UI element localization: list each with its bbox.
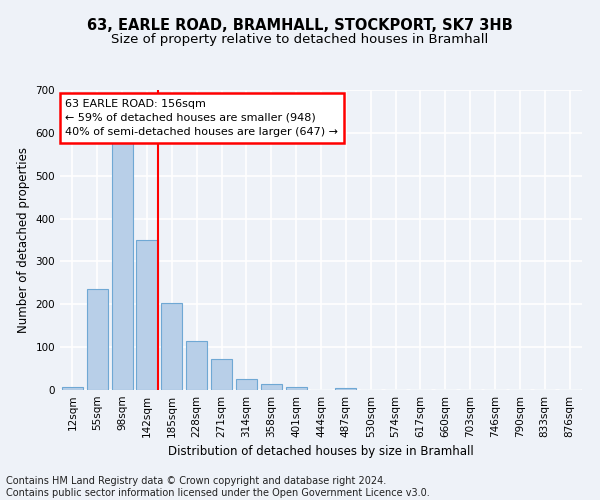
Bar xyxy=(286,387,307,390)
Text: 63, EARLE ROAD, BRAMHALL, STOCKPORT, SK7 3HB: 63, EARLE ROAD, BRAMHALL, STOCKPORT, SK7… xyxy=(87,18,513,32)
Text: Size of property relative to detached houses in Bramhall: Size of property relative to detached ho… xyxy=(112,32,488,46)
Bar xyxy=(161,304,182,390)
Text: 63 EARLE ROAD: 156sqm
← 59% of detached houses are smaller (948)
40% of semi-det: 63 EARLE ROAD: 156sqm ← 59% of detached … xyxy=(65,99,338,137)
Bar xyxy=(186,340,207,390)
Bar xyxy=(62,387,83,390)
Bar xyxy=(236,380,257,390)
Bar xyxy=(136,240,158,390)
Bar xyxy=(87,290,108,390)
Bar xyxy=(261,384,282,390)
Bar xyxy=(211,359,232,390)
Y-axis label: Number of detached properties: Number of detached properties xyxy=(17,147,30,333)
Bar xyxy=(112,142,133,390)
Text: Contains HM Land Registry data © Crown copyright and database right 2024.
Contai: Contains HM Land Registry data © Crown c… xyxy=(6,476,430,498)
Bar xyxy=(335,388,356,390)
X-axis label: Distribution of detached houses by size in Bramhall: Distribution of detached houses by size … xyxy=(168,446,474,458)
